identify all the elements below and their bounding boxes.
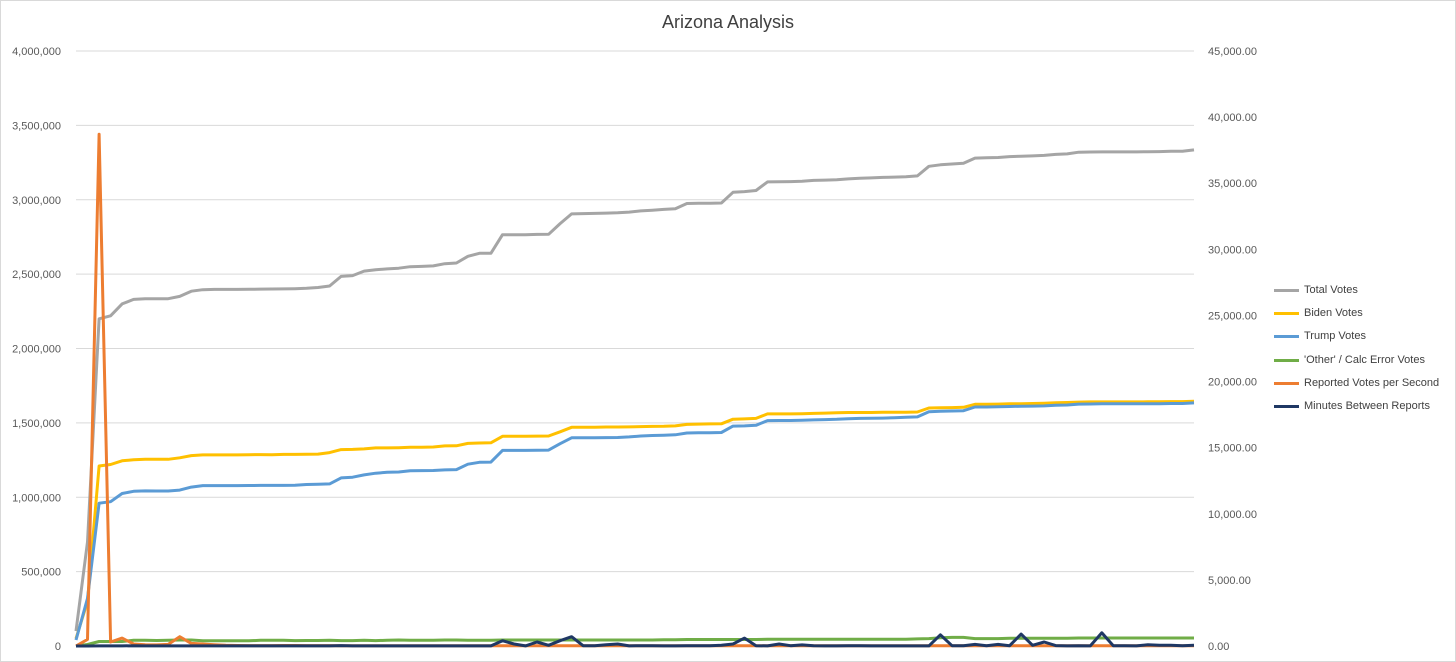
left-axis-tick-label: 2,000,000: [12, 344, 61, 356]
legend-swatch: [1274, 312, 1299, 316]
legend-item: Biden Votes: [1274, 307, 1454, 330]
right-axis-tick-label: 35,000.00: [1208, 178, 1257, 190]
right-axis-tick-label: 15,000.00: [1208, 443, 1257, 455]
left-axis-tick-label: 3,000,000: [12, 195, 61, 207]
right-axis-tick-label: 25,000.00: [1208, 310, 1257, 322]
legend-swatch: [1274, 404, 1299, 408]
left-axis-tick-label: 500,000: [21, 567, 61, 579]
right-axis-tick-label: 10,000.00: [1208, 509, 1257, 521]
chart-legend: Total Votes Biden Votes Trump Votes 'Other'…: [1274, 284, 1454, 423]
legend-swatch: [1274, 289, 1299, 292]
right-axis-tick-label: 40,000.00: [1208, 112, 1257, 124]
right-axis-tick-label: 45,000.00: [1208, 46, 1257, 58]
legend-swatch: [1274, 381, 1299, 385]
left-axis-tick-label: 3,500,000: [12, 120, 61, 132]
series-line-minutes-between-reports: [76, 631, 1195, 648]
left-axis-tick-label: 0: [55, 641, 61, 653]
right-axis-tick-label: 30,000.00: [1208, 244, 1257, 256]
legend-label: Minutes Between Reports: [1304, 399, 1430, 412]
right-axis-tick-label: 0.00: [1208, 641, 1229, 653]
right-axis-tick-label: 20,000.00: [1208, 377, 1257, 389]
legend-swatch: [1274, 335, 1299, 339]
legend-swatch: [1274, 358, 1299, 362]
legend-item: Total Votes: [1274, 284, 1454, 307]
legend-label: Total Votes: [1304, 284, 1358, 296]
right-axis-tick-label: 5,000.00: [1208, 575, 1251, 587]
series-line-biden-votes: [74, 399, 1195, 640]
legend-label: Biden Votes: [1304, 307, 1363, 320]
left-axis-tick-label: 1,000,000: [12, 492, 61, 504]
legend-item: Reported Votes per Second: [1274, 377, 1454, 400]
chart-title: Arizona Analysis: [661, 12, 795, 32]
series-line-trump-votes: [74, 401, 1195, 641]
left-axis-tick-label: 2,500,000: [12, 269, 61, 281]
legend-label: Reported Votes per Second: [1304, 376, 1440, 389]
left-axis-tick-label: 1,500,000: [12, 418, 61, 430]
legend-item: Trump Votes: [1274, 330, 1454, 353]
legend-item: 'Other' / Calc Error Votes: [1274, 354, 1454, 377]
legend-label: Trump Votes: [1304, 330, 1366, 343]
legend-label: 'Other' / Calc Error Votes: [1304, 353, 1425, 366]
left-axis-tick-label: 4,000,000: [12, 46, 61, 58]
series-line-total-votes: [74, 148, 1195, 632]
legend-item: Minutes Between Reports: [1274, 400, 1454, 423]
series-line-other-calc-error-votes: [75, 635, 1194, 648]
